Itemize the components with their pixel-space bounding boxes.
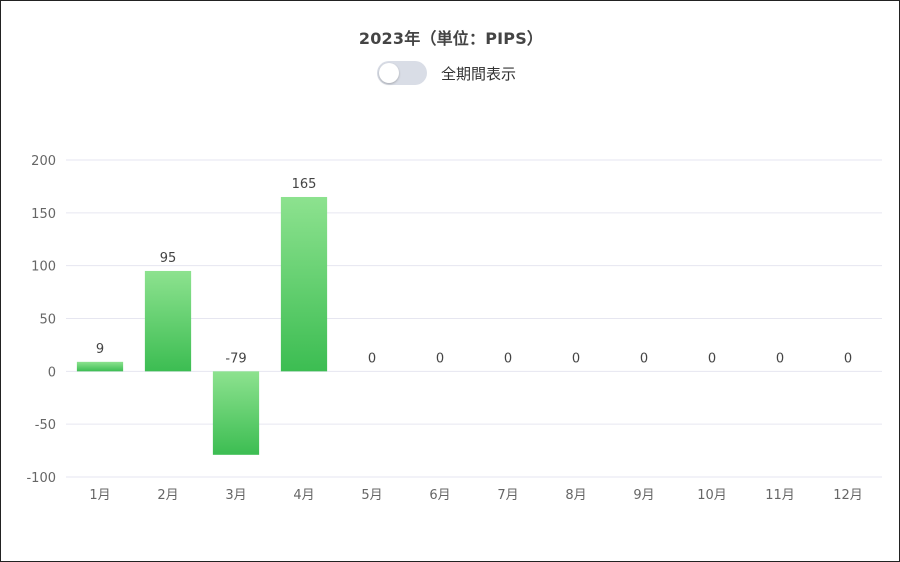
y-tick-label: -50 xyxy=(35,418,56,433)
y-tick-label: 100 xyxy=(31,260,56,275)
x-tick-label: 7月 xyxy=(497,488,518,503)
y-tick-label: 200 xyxy=(31,154,56,169)
gridlines xyxy=(66,159,882,478)
x-tick-label: 4月 xyxy=(293,488,314,503)
data-label: 9 xyxy=(96,342,104,357)
data-label: 0 xyxy=(368,351,376,366)
x-tick-label: 11月 xyxy=(765,488,795,503)
full-period-toggle[interactable] xyxy=(377,61,427,85)
data-label: -79 xyxy=(225,351,246,366)
data-label: 0 xyxy=(844,351,852,366)
data-label: 165 xyxy=(292,177,317,192)
bar[interactable] xyxy=(76,361,124,372)
x-tick-label: 5月 xyxy=(361,488,382,503)
y-tick-label: 0 xyxy=(48,365,56,380)
chart-title: 2023年（単位：PIPS） xyxy=(358,29,544,48)
x-tick-label: 3月 xyxy=(225,488,246,503)
data-label: 0 xyxy=(708,351,716,366)
data-label: 0 xyxy=(504,351,512,366)
bar[interactable] xyxy=(212,371,260,455)
x-tick-label: 12月 xyxy=(833,488,863,503)
data-label: 0 xyxy=(776,351,784,366)
full-period-toggle-label: 全期間表示 xyxy=(441,64,517,83)
full-period-toggle-row: 全期間表示 xyxy=(377,60,516,86)
y-tick-label: -100 xyxy=(26,471,56,486)
data-labels: 9 95 -79 165 0 0 0 0 0 0 0 0 xyxy=(96,177,852,366)
data-label: 0 xyxy=(572,351,580,366)
x-tick-label: 8月 xyxy=(565,488,586,503)
data-label: 0 xyxy=(640,351,648,366)
y-axis: 200 150 100 50 0 -50 -100 xyxy=(26,154,56,486)
data-label: 95 xyxy=(160,251,177,266)
x-axis: 1月 2月 3月 4月 5月 6月 7月 8月 9月 10月 11月 12月 xyxy=(89,488,862,503)
x-tick-label: 1月 xyxy=(89,488,110,503)
bar[interactable] xyxy=(144,270,192,372)
x-tick-label: 6月 xyxy=(429,488,450,503)
y-tick-label: 150 xyxy=(31,207,56,222)
toggle-knob xyxy=(379,63,399,83)
y-tick-label: 50 xyxy=(39,313,56,328)
x-tick-label: 10月 xyxy=(697,488,727,503)
bars xyxy=(76,196,328,455)
x-tick-label: 9月 xyxy=(633,488,654,503)
bar[interactable] xyxy=(280,196,328,372)
data-label: 0 xyxy=(436,351,444,366)
x-tick-label: 2月 xyxy=(157,488,178,503)
